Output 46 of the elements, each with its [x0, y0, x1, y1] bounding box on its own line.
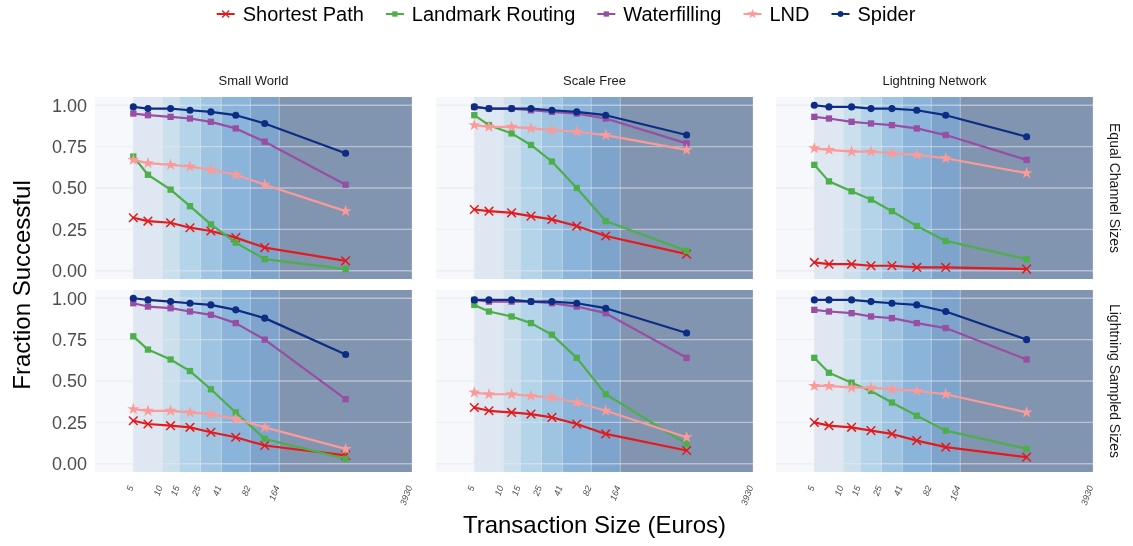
y-tick-label: 0.50 [51, 178, 87, 199]
y-tick-label: 0.75 [51, 136, 87, 157]
y-tick-label: 1.00 [51, 95, 87, 116]
x-tick-label: 3930 [398, 484, 415, 507]
x-tick-label: 82 [920, 484, 934, 498]
y2-axis-title: Lightning Sampled Sizes [1107, 303, 1123, 459]
chart-title: Small World [218, 73, 289, 88]
y-tick-label: 0.00 [51, 260, 87, 281]
x-tick-label: 3930 [739, 484, 756, 507]
x-tick-label: 164 [608, 484, 623, 502]
x-tick-label: 5 [805, 483, 817, 493]
y-tick-label: 1.00 [51, 288, 87, 309]
chart-title: Lightning Network [882, 73, 988, 88]
x-tick-label: 3930 [1079, 484, 1096, 507]
legend-label: LND [769, 3, 810, 25]
chart-title: Scale Free [563, 73, 626, 88]
x-tick-label: 25 [189, 483, 204, 499]
legend-label: Shortest Path [242, 3, 364, 25]
x-tick-label: 10 [492, 484, 506, 498]
x-axis-title: Transaction Size (Euros) [462, 511, 727, 538]
x-tick-label: 15 [509, 483, 523, 498]
x-tick-label: 25 [530, 483, 545, 499]
legend-label: Landmark Routing [411, 3, 576, 25]
y-tick-label: 0.25 [51, 412, 87, 433]
y-tick-label: 0.00 [51, 453, 87, 474]
x-tick-label: 164 [267, 484, 282, 502]
x-tick-label: 10 [832, 484, 846, 498]
x-tick-label: 41 [891, 484, 905, 498]
x-tick-label: 82 [239, 484, 253, 498]
x-tick-label: 5 [465, 483, 477, 493]
x-tick-label: 164 [948, 484, 963, 502]
x-tick-label: 15 [849, 483, 863, 498]
y-axis-title: Fraction Successful [8, 180, 35, 390]
x-tick-label: 15 [168, 483, 182, 498]
y2-axis-title: Equal Channel Sizes [1107, 123, 1123, 253]
x-tick-label: 10 [151, 484, 165, 498]
legend-label: Waterfilling [623, 3, 722, 25]
legend-label: Spider [857, 3, 916, 25]
y-tick-label: 0.50 [51, 371, 87, 392]
x-tick-label: 5 [124, 483, 136, 493]
y-tick-label: 0.75 [51, 329, 87, 350]
x-tick-label: 25 [870, 483, 885, 499]
x-tick-label: 82 [580, 484, 594, 498]
y-tick-label: 0.25 [51, 219, 87, 240]
x-tick-label: 41 [210, 484, 224, 498]
x-tick-label: 41 [551, 484, 565, 498]
